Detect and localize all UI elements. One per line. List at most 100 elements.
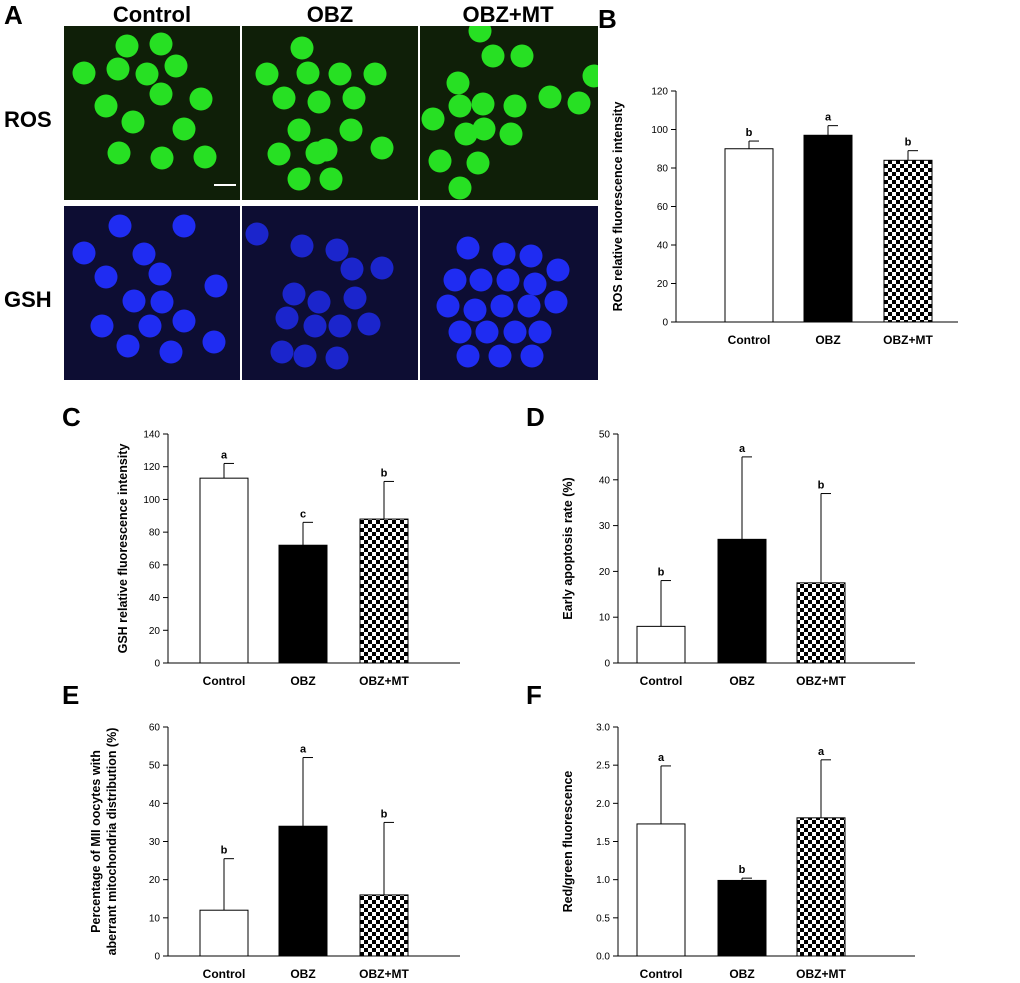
oocyte-cell: [510, 44, 534, 68]
significance-letter: b: [381, 467, 388, 479]
oocyte-cell: [582, 64, 598, 88]
oocyte-cell: [287, 118, 311, 142]
oocyte-cell: [287, 167, 311, 191]
oocyte-cell: [132, 242, 156, 266]
oocyte-cell: [121, 110, 145, 134]
oocyte-cell: [204, 274, 228, 298]
significance-letter: b: [818, 480, 825, 492]
category-label: OBZ: [290, 967, 315, 981]
y-tick-label: 0: [604, 659, 610, 670]
micrograph-gsh-obz: [242, 206, 418, 380]
oocyte-cell: [448, 176, 472, 200]
significance-letter: b: [739, 864, 746, 876]
y-tick-label: 60: [657, 202, 669, 213]
oocyte-cell: [503, 94, 527, 118]
significance-letter: a: [739, 443, 746, 455]
bar: [278, 825, 328, 957]
y-tick-label: 40: [657, 241, 669, 252]
significance-letter: a: [300, 744, 307, 756]
y-tick-label: 0.5: [596, 913, 610, 924]
bar: [199, 909, 249, 957]
oocyte-cell: [481, 44, 505, 68]
oocyte-cell: [150, 146, 174, 170]
oocyte-cell: [290, 36, 314, 60]
significance-letter: a: [825, 112, 832, 124]
row-header-ros: ROS: [4, 107, 52, 132]
y-tick-label: 50: [149, 761, 161, 772]
bar: [724, 148, 774, 323]
oocyte-cell: [296, 61, 320, 85]
oocyte-cell: [150, 290, 174, 314]
category-label: Control: [203, 967, 246, 981]
y-axis-label: Red/green fluorescence: [561, 771, 575, 913]
y-tick-label: 120: [143, 462, 160, 473]
oocyte-cell: [466, 151, 490, 175]
oocyte-cell: [272, 86, 296, 110]
oocyte-cell: [108, 214, 132, 238]
oocyte-cell: [370, 256, 394, 280]
oocyte-cell: [496, 268, 520, 292]
y-tick-label: 80: [149, 528, 161, 539]
oocyte-cell: [469, 268, 493, 292]
oocyte-cell: [340, 257, 364, 281]
oocyte-cell: [319, 167, 343, 191]
oocyte-cell: [149, 82, 173, 106]
significance-letter: b: [221, 845, 228, 857]
oocyte-cell: [325, 346, 349, 370]
y-tick-label: 0: [662, 318, 668, 329]
panel-letter-c: C: [62, 402, 81, 432]
bar: [883, 159, 933, 323]
oocyte-cell: [164, 54, 188, 78]
y-tick-label: 30: [149, 837, 161, 848]
category-label: OBZ: [290, 674, 315, 688]
oocyte-cell: [436, 294, 460, 318]
significance-letter: b: [658, 567, 665, 579]
oocyte-cell: [472, 117, 496, 141]
oocyte-cell: [428, 149, 452, 173]
y-tick-label: 20: [657, 279, 669, 290]
oocyte-cell: [307, 290, 331, 314]
significance-letter: b: [381, 808, 388, 820]
micrograph-ros-obz-mt: [420, 26, 598, 200]
y-tick-label: 120: [651, 87, 668, 98]
column-header-control: Control: [112, 2, 192, 27]
oocyte-cell: [94, 94, 118, 118]
y-axis-label: aberrant mitochondria distribution (%): [105, 728, 119, 956]
oocyte-cell: [357, 312, 381, 336]
significance-letter: b: [905, 137, 912, 149]
chart-d: 0 10 20 30 40 50 b Control a OBZ b OBZ+MT Early apop…: [561, 430, 915, 688]
significance-letter: a: [221, 449, 228, 461]
oocyte-cell: [193, 145, 217, 169]
bar: [717, 538, 767, 664]
y-tick-label: 80: [657, 164, 669, 175]
category-label: OBZ+MT: [796, 674, 846, 688]
oocyte-cell: [456, 344, 480, 368]
oocyte-cell: [567, 91, 591, 115]
oocyte-cell: [538, 85, 562, 109]
oocyte-cell: [282, 282, 306, 306]
y-tick-label: 60: [149, 560, 161, 571]
oocyte-cell: [475, 320, 499, 344]
oocyte-cell: [305, 141, 329, 165]
significance-letter: a: [658, 752, 665, 764]
chart-c: 0 20 40 60 80 100 120 140 a Control c OBZ b OBZ+MT GSH…: [116, 430, 460, 688]
oocyte-cell: [72, 241, 96, 265]
oocyte-cell: [343, 286, 367, 310]
y-tick-label: 0: [154, 952, 160, 963]
chart-e: 0 10 20 30 40 50 60 b Control a OBZ b OBZ+MT Percenta…: [89, 723, 460, 981]
y-axis-label: Early apoptosis rate (%): [561, 477, 575, 619]
oocyte-cell: [519, 244, 543, 268]
micrograph-background: [64, 26, 240, 200]
bar: [636, 625, 686, 664]
y-tick-label: 20: [149, 626, 161, 637]
oocyte-cell: [135, 62, 159, 86]
y-tick-label: 0.0: [596, 952, 610, 963]
oocyte-cell: [275, 306, 299, 330]
oocyte-cell: [159, 340, 183, 364]
oocyte-cell: [172, 117, 196, 141]
category-label: OBZ+MT: [359, 674, 409, 688]
oocyte-cell: [90, 314, 114, 338]
category-label: OBZ: [729, 674, 754, 688]
significance-letter: c: [300, 508, 306, 520]
